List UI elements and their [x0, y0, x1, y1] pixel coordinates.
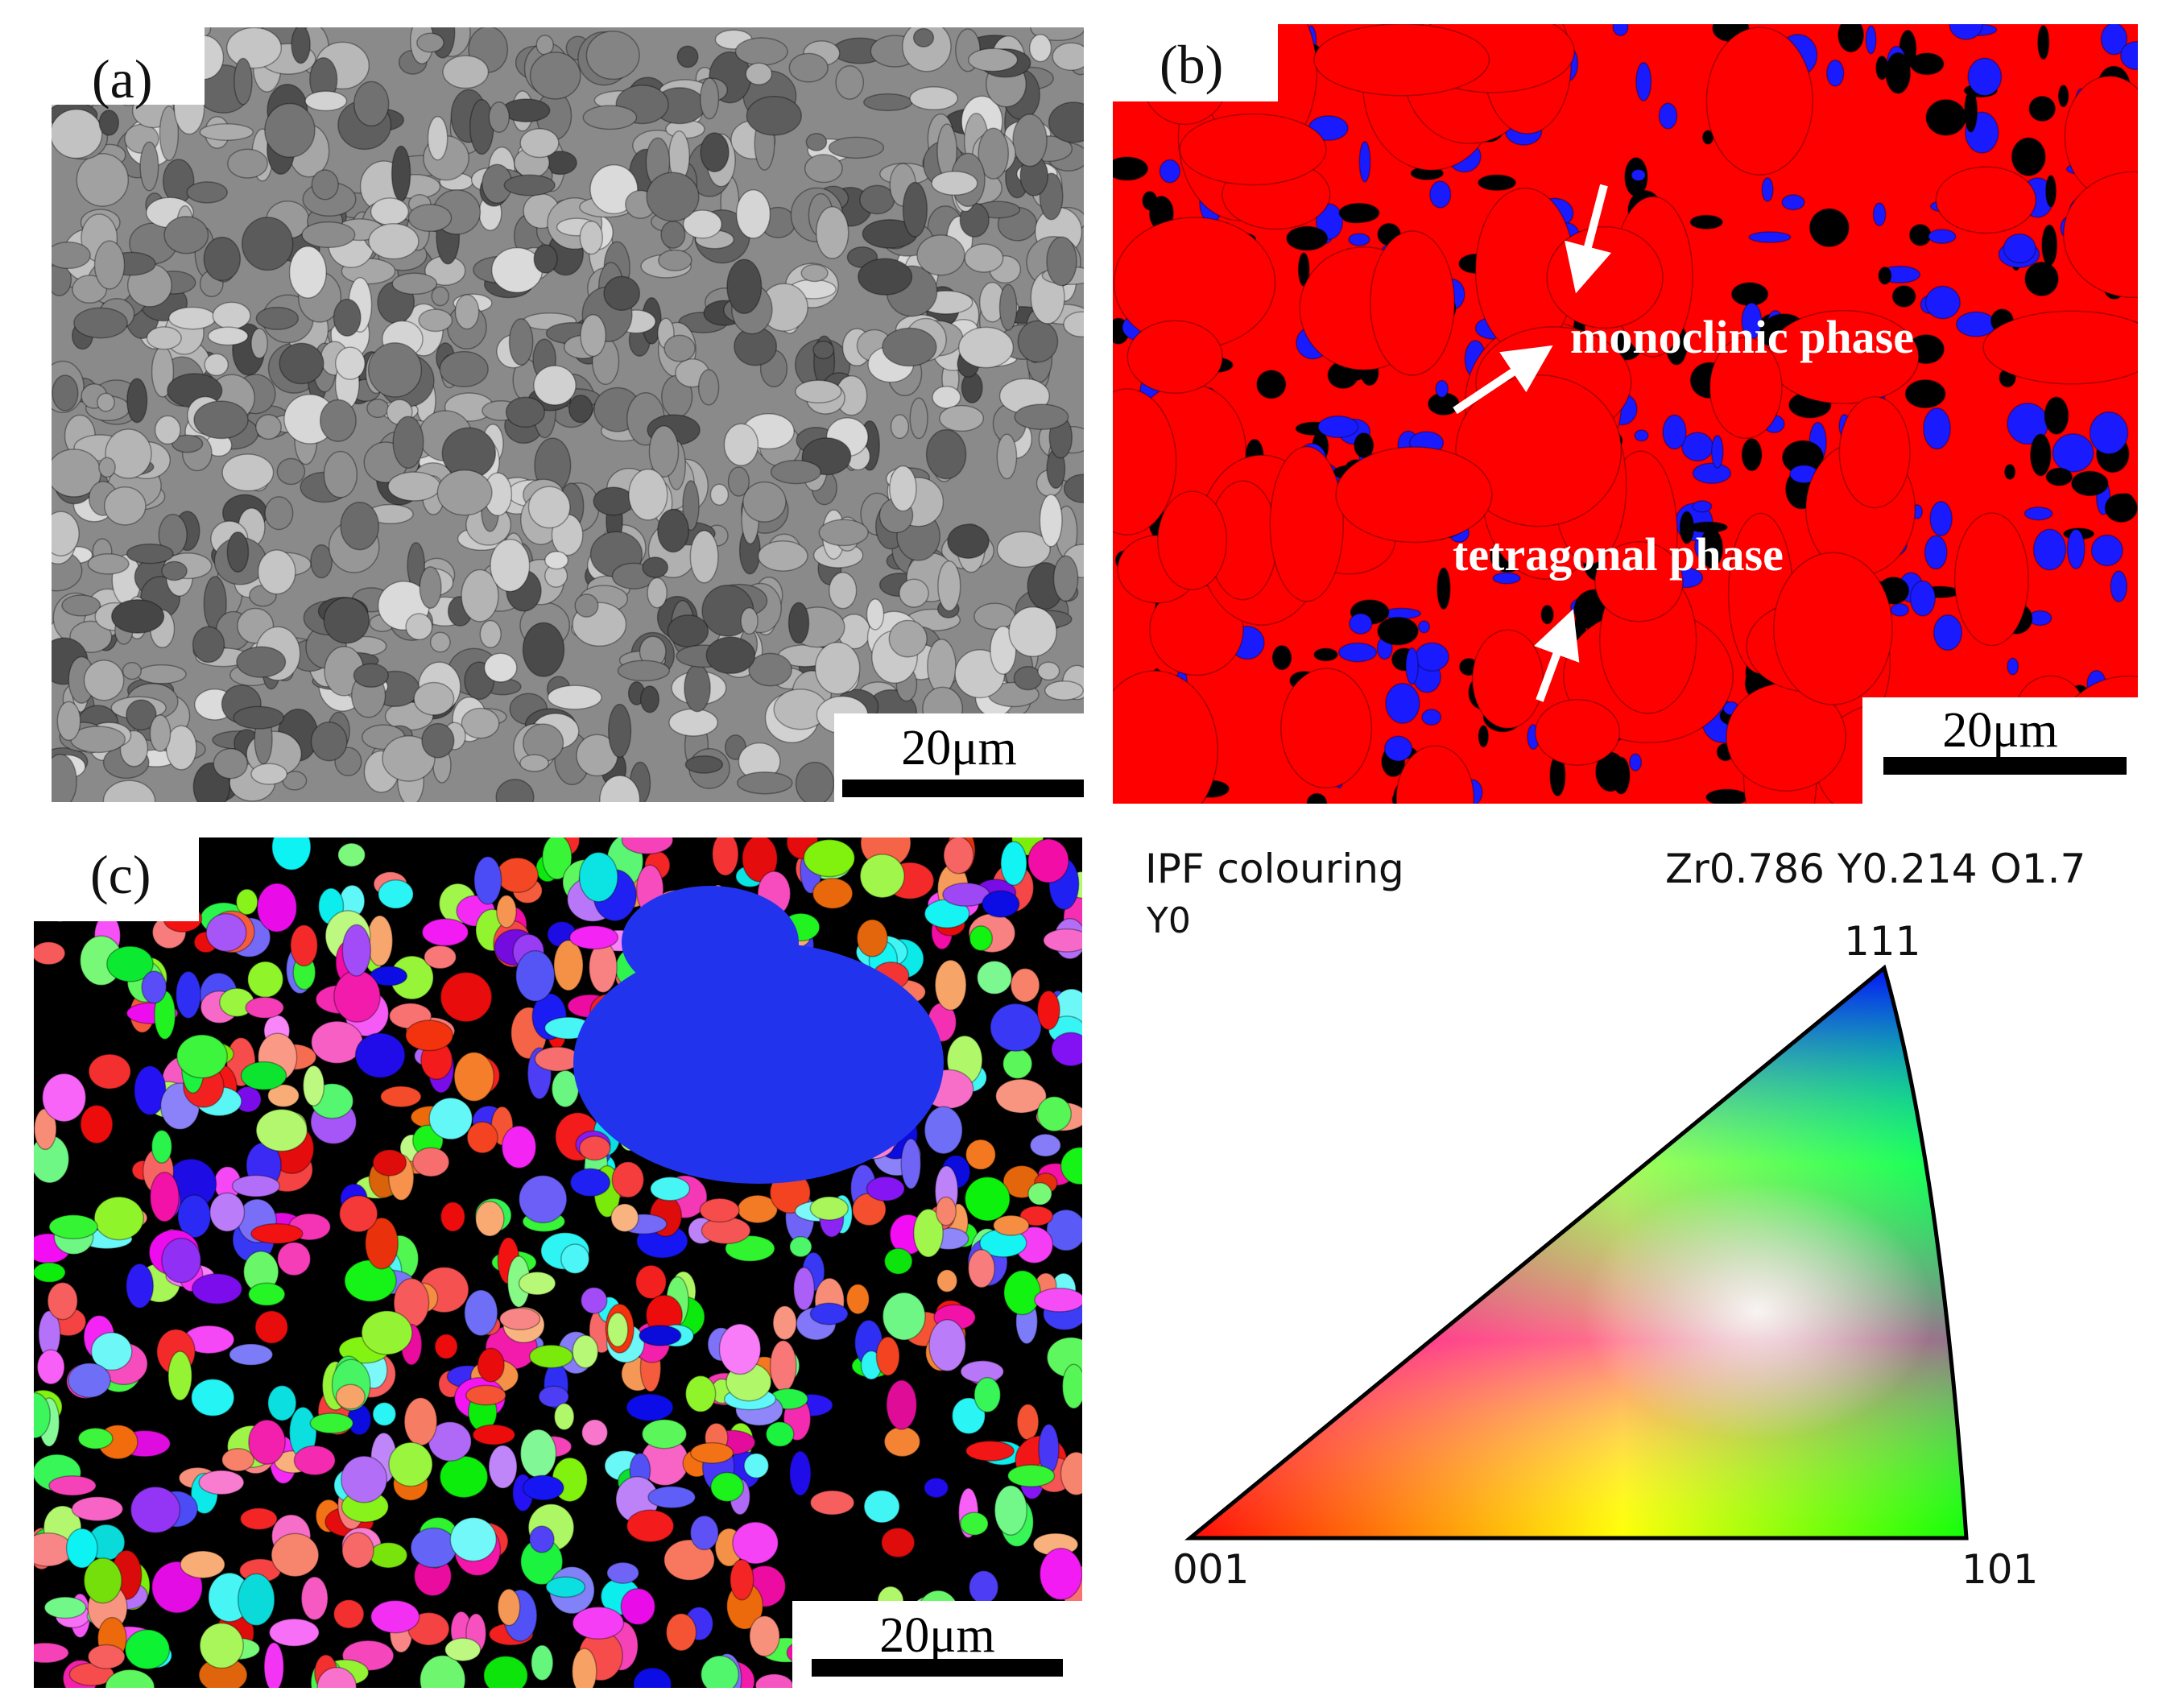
- monoclinic-arrow-right: [1453, 345, 1553, 415]
- scale-bar-c: 20μm: [792, 1601, 1082, 1688]
- scale-bar-c-label: 20μm: [879, 1608, 995, 1663]
- monoclinic-arrow-down: [1565, 184, 1612, 294]
- ipf-corner-101: 101: [1962, 1546, 2039, 1593]
- scale-bar-c-line: [812, 1659, 1063, 1677]
- scale-bar-a-label: 20μm: [901, 721, 1017, 775]
- ipf-direction: Y0: [1147, 900, 1191, 941]
- scale-bar-b-line: [1883, 757, 2127, 775]
- scale-bar-a: 20μm: [834, 713, 1084, 802]
- phase-map-image: [1113, 24, 2138, 804]
- scale-bar-a-line: [842, 780, 1084, 797]
- ipf-color-key: IPF colouring Zr0.786 Y0.214 O1.7 Y0 111…: [1127, 829, 2142, 1683]
- tetragonal-arrow-up: [1534, 609, 1580, 702]
- panel-b-label: (b): [1113, 24, 1278, 101]
- panel-c-label: (c): [34, 837, 199, 921]
- ipf-corner-001: 001: [1172, 1546, 1250, 1593]
- ipf-triangle: [1184, 964, 1969, 1541]
- phase-map-panel: (b) monoclinic phase tetragonal phase 20…: [1113, 24, 2138, 804]
- monoclinic-phase-label: monoclinic phase: [1570, 311, 1914, 363]
- phase-arrows: [1453, 184, 1612, 702]
- scale-bar-b-label: 20μm: [1942, 703, 2058, 758]
- ipf-corner-111: 111: [1844, 918, 1921, 965]
- ipf-title: IPF colouring: [1145, 846, 1404, 892]
- tetragonal-phase-label: tetragonal phase: [1453, 528, 1784, 581]
- sem-micrograph-image: [52, 27, 1084, 802]
- ipf-orientation-map-image: [34, 837, 1082, 1688]
- sem-micrograph-panel: (a) 20μm: [52, 27, 1084, 802]
- ipf-orientation-map-panel: (c) 20μm: [34, 837, 1082, 1688]
- panel-a-label: (a): [52, 27, 205, 106]
- ipf-formula: Zr0.786 Y0.214 O1.7: [1665, 846, 2086, 892]
- scale-bar-b: 20μm: [1862, 697, 2138, 804]
